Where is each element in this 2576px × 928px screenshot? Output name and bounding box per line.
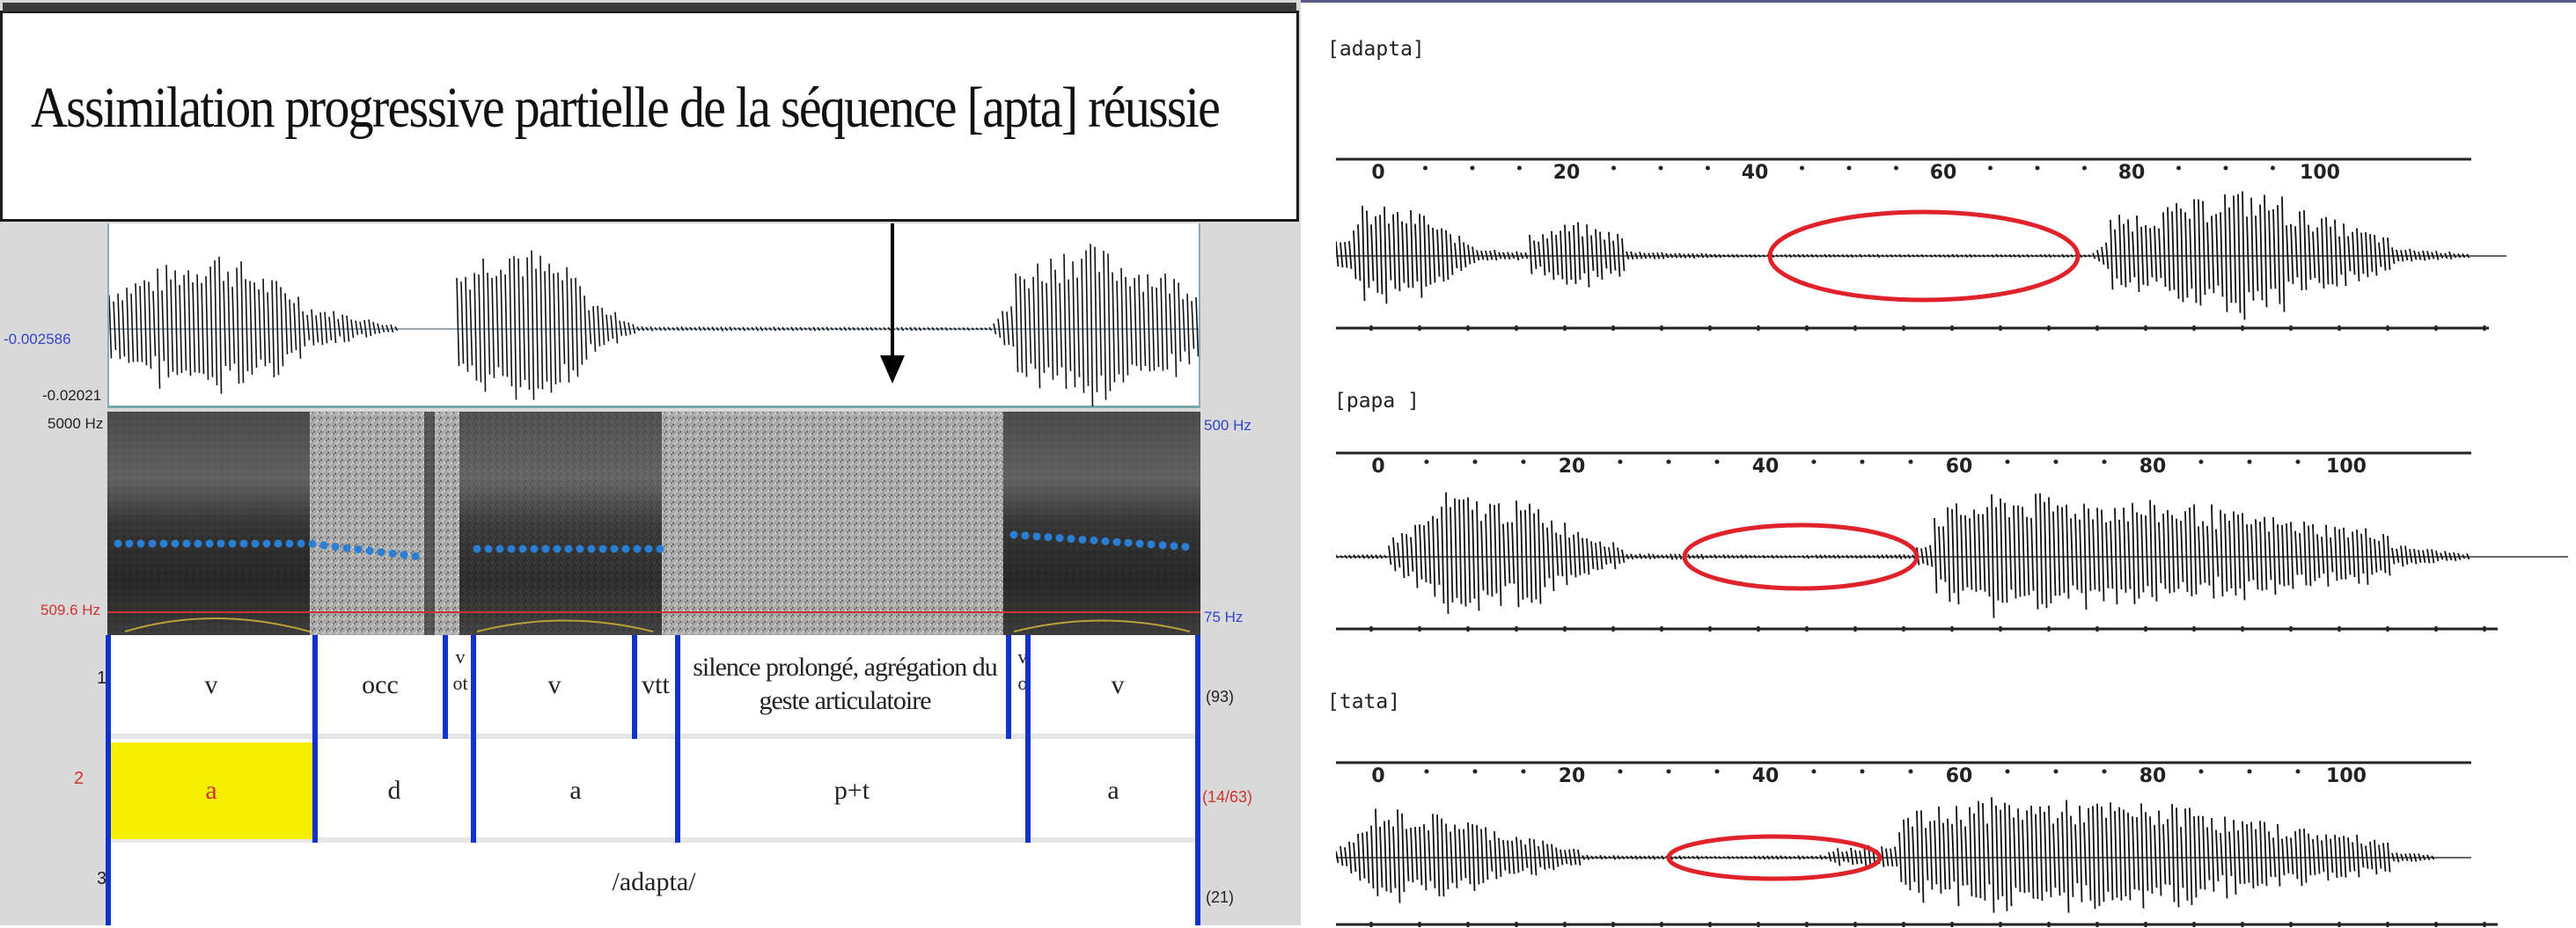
amplitude-top-label: -0.002586 (4, 331, 71, 347)
tier1-label: 1 (97, 669, 107, 688)
frequency-bottom-label: 509.6 Hz (40, 602, 101, 618)
tier1-cell: occ (362, 670, 399, 699)
selected-interval[interactable] (111, 742, 315, 839)
tier1-cell: v (1111, 670, 1125, 699)
waveform-trace (109, 244, 1199, 406)
page-title: Assimilation progressive partielle de la… (31, 76, 1221, 140)
x-tick-label: 40 (1752, 765, 1780, 787)
boundary-line[interactable] (675, 635, 680, 843)
waveform (109, 223, 1199, 406)
tier-2 (107, 739, 1200, 843)
title-box: Assimilation progressive partielle de la… (0, 3, 1299, 222)
x-tick-label: 100 (2300, 162, 2340, 184)
boundary-line[interactable] (1195, 635, 1200, 925)
tier1-count: (93) (1206, 688, 1235, 705)
plot-label-papa: [papa ] (1334, 390, 1420, 413)
tier3-cell[interactable]: /adapta/ (612, 867, 696, 896)
tier1-cell: v (204, 670, 218, 699)
x-tick-label: 0 (1371, 162, 1384, 184)
closure-ellipse (1666, 834, 1882, 881)
boundary-line[interactable] (443, 635, 448, 739)
tier1-cell: silence prolongé, agrégation du geste ar… (693, 653, 998, 715)
x-tick-label: 40 (1752, 456, 1780, 478)
x-tick-label: 20 (1553, 162, 1581, 184)
x-tick-label: 100 (2326, 456, 2367, 478)
tier1-cell: vtt (642, 670, 670, 699)
closure-ellipse (1767, 209, 2081, 303)
boundary-line[interactable] (1025, 635, 1031, 843)
tier2-count: (14/63) (1202, 788, 1253, 806)
plot-label-adapta: [adapta] (1327, 38, 1425, 61)
textgrid-tiers: v occ v ot v vtt silence prolongé, agrég… (106, 635, 1200, 925)
tier3-label: 3 (97, 869, 107, 888)
tier1-cell: v (547, 670, 561, 699)
x-tick-label: 0 (1371, 456, 1384, 478)
waveform-view[interactable] (107, 223, 1200, 408)
x-tick-label: 40 (1742, 162, 1769, 184)
tier1-cell: v ot (452, 646, 468, 694)
x-tick-label: 60 (1946, 765, 1973, 787)
praat-panel: Assimilation progressive partielle de la… (0, 0, 1301, 925)
right-frequency-top-label: 500 Hz (1204, 417, 1251, 434)
x-tick-label: 60 (1946, 456, 1973, 478)
arrow-head-icon (880, 355, 905, 384)
x-tick-label: 0 (1371, 765, 1384, 787)
amplitude-bottom-label: -0.02021 (42, 387, 102, 404)
x-tick-label: 60 (1930, 162, 1957, 184)
tier2-cell-selected[interactable]: a (205, 776, 217, 805)
closure-ellipse (1682, 522, 1919, 591)
oscillogram-tata: 0 20 40 60 80 100 (1336, 761, 2498, 927)
x-tick-label: 80 (2139, 456, 2167, 478)
right-frequency-bottom-label: 75 Hz (1204, 609, 1244, 625)
oscillogram-adapta: 0 20 40 60 80 100 (1336, 157, 2506, 331)
oscillogram-papa: 0 20 40 60 80 100 (1336, 451, 2568, 632)
boundary-line[interactable] (106, 635, 111, 925)
tier2-cell[interactable]: d (387, 776, 401, 805)
tier3-count: (21) (1206, 888, 1235, 906)
x-tick-label: 80 (2118, 162, 2146, 184)
boundary-line[interactable] (1006, 635, 1011, 739)
spectrogram-view[interactable] (107, 412, 1200, 637)
tier1-cell: v o (1017, 646, 1028, 694)
tier-1 (107, 635, 1200, 739)
tier2-cell[interactable]: a (569, 776, 582, 805)
plot-label-tata: [tata] (1327, 691, 1401, 713)
x-tick-label: 80 (2139, 765, 2167, 787)
comparison-panel: [adapta] 0 20 40 60 80 100 [papa ] 0 20 40 60 80 1… (1301, 0, 2576, 927)
frequency-top-label: 5000 Hz (48, 415, 104, 432)
spectrogram (107, 412, 1200, 637)
x-tick-label: 100 (2326, 765, 2367, 787)
boundary-line[interactable] (312, 635, 318, 843)
x-tick-label: 20 (1559, 765, 1586, 787)
x-tick-label: 20 (1559, 456, 1586, 478)
boundary-line[interactable] (471, 635, 476, 843)
pitch-track (114, 530, 1190, 560)
tier2-label: 2 (74, 769, 84, 788)
boundary-line[interactable] (632, 635, 637, 739)
tier2-cell[interactable]: p+t (833, 776, 870, 805)
tier2-cell[interactable]: a (1107, 776, 1119, 805)
praat-editor: v occ v ot v vtt silence prolongé, agrég… (106, 223, 1200, 925)
